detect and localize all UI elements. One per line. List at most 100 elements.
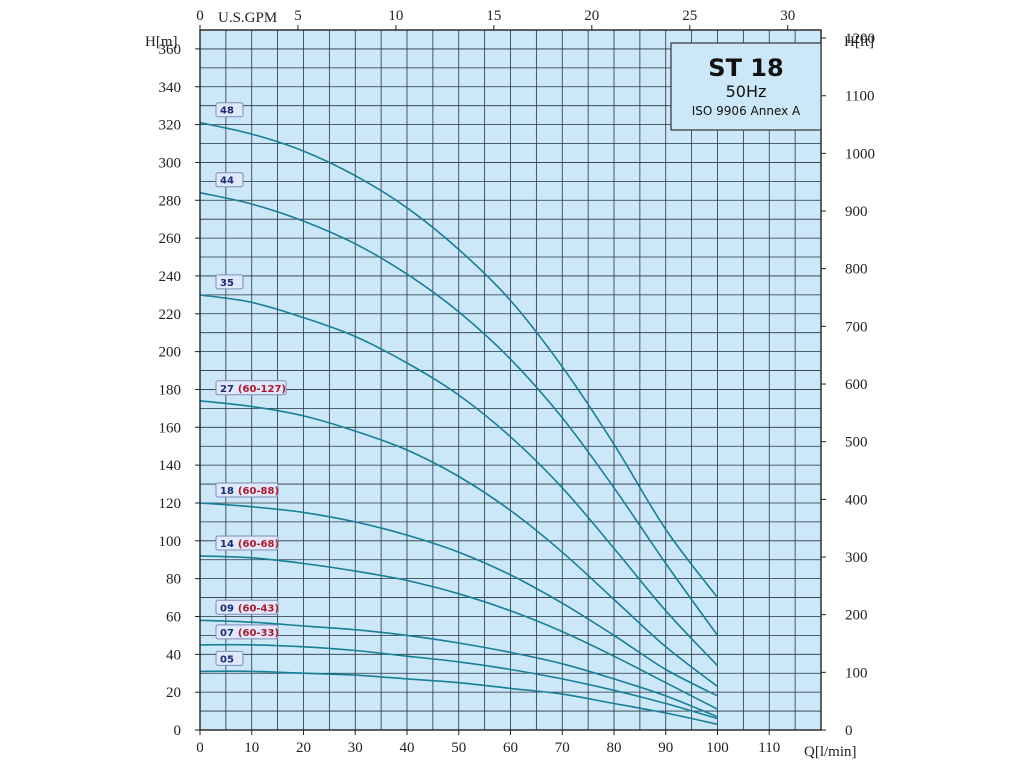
x-bottom-tick-label: 20 xyxy=(296,740,311,756)
axis-ticks: 0 10 20 30 40 50 60 70 80 90 100 1100 5 10 15 20 25 30020… xyxy=(159,8,876,756)
y-left-tick-label: 100 xyxy=(159,534,182,550)
curve-label-range: (60-88) xyxy=(238,486,279,497)
x-bottom-axis-title: Q[l/min] xyxy=(804,744,857,760)
curve-label-44: 44 xyxy=(215,172,244,188)
curve-label-range: (60-43) xyxy=(238,603,279,614)
curve-label-range: (60-33) xyxy=(238,628,279,639)
curve-label-35: 35 xyxy=(215,274,244,290)
y-left-tick-label: 340 xyxy=(159,80,182,96)
y-right-tick-label: 0 xyxy=(845,723,853,739)
y-right-axis-title: H[ft] xyxy=(844,34,874,50)
y-left-tick-label: 240 xyxy=(159,269,182,285)
curve-label-box xyxy=(215,482,279,498)
curve-label-box xyxy=(215,624,279,640)
curve-label-box xyxy=(215,274,244,290)
y-right-tick-label: 400 xyxy=(845,492,868,508)
x-bottom-tick-label: 110 xyxy=(758,740,780,756)
y-right-tick-label: 600 xyxy=(845,377,868,393)
curve-labels: 48 44 35 27 (60-127) 18 (60-88) 14 (60-68) 09 (60-… xyxy=(215,102,287,666)
curve-label-stage-count: 35 xyxy=(220,278,234,289)
performance-curves xyxy=(199,121,719,726)
curve-label-stage-count: 09 xyxy=(220,603,234,614)
curve-label-text: 35 xyxy=(220,278,234,289)
curve-label-stage-count: 18 xyxy=(220,486,234,497)
curve-label-text: 05 xyxy=(220,654,234,665)
x-bottom-tick-label: 0 xyxy=(196,740,204,756)
x-top-tick-label: 25 xyxy=(682,8,697,24)
y-left-tick-label: 40 xyxy=(166,647,181,663)
x-bottom-tick-label: 30 xyxy=(348,740,363,756)
y-left-tick-label: 140 xyxy=(159,458,182,474)
y-left-tick-label: 360 xyxy=(159,42,182,58)
x-bottom-tick-label: 90 xyxy=(658,740,673,756)
curve-label-range: (60-127) xyxy=(238,384,286,395)
x-top-tick-label: 5 xyxy=(294,8,302,24)
curve-series-27 xyxy=(199,400,718,688)
curve-label-18: 18 (60-88) xyxy=(215,482,279,498)
curve-series-44 xyxy=(199,191,719,636)
curve-label-text: 07 (60-33) xyxy=(220,628,279,639)
y-right-tick-label: 800 xyxy=(845,262,868,278)
x-bottom-tick-label: 80 xyxy=(607,740,622,756)
y-left-axis-title: H[m] xyxy=(145,34,178,50)
curve-label-07: 07 (60-33) xyxy=(215,624,279,640)
y-left-tick-label: 60 xyxy=(166,609,181,625)
curve-label-stage-count: 27 xyxy=(220,384,234,395)
curve-label-stage-count: 44 xyxy=(220,176,234,187)
y-left-tick-label: 280 xyxy=(159,193,182,209)
curve-label-stage-count: 48 xyxy=(220,106,234,117)
curve-label-stage-count: 05 xyxy=(220,654,234,665)
y-right-tick-label: 200 xyxy=(845,608,868,624)
curve-label-27: 27 (60-127) xyxy=(215,380,287,396)
y-right-tick-label: 100 xyxy=(845,665,868,681)
y-left-tick-label: 160 xyxy=(159,420,182,436)
y-right-tick-label: 1000 xyxy=(845,146,875,162)
y-right-tick-label: 700 xyxy=(845,319,868,335)
y-left-tick-label: 80 xyxy=(166,572,181,588)
x-bottom-tick-label: 70 xyxy=(555,740,570,756)
curve-label-box xyxy=(215,380,287,396)
curve-label-box xyxy=(215,650,244,666)
curve-label-box xyxy=(215,102,244,118)
title-box: ST 18 50Hz ISO 9906 Annex A xyxy=(670,42,822,131)
y-right-tick-label: 900 xyxy=(845,204,868,220)
curve-series-05 xyxy=(199,670,718,726)
curve-label-range: (60-68) xyxy=(238,539,279,550)
x-top-tick-label: 20 xyxy=(584,8,599,24)
curve-label-box xyxy=(215,172,244,188)
x-bottom-tick-label: 100 xyxy=(706,740,729,756)
curve-series-18 xyxy=(199,502,718,697)
x-bottom-tick-label: 50 xyxy=(451,740,466,756)
y-left-tick-label: 320 xyxy=(159,118,182,134)
chart-frequency: 50Hz xyxy=(726,82,767,101)
curve-series-14 xyxy=(199,555,718,710)
y-left-tick-label: 260 xyxy=(159,231,182,247)
curve-label-text: 09 (60-43) xyxy=(220,603,279,614)
x-top-tick-label: 10 xyxy=(388,8,403,24)
y-right-tick-label: 300 xyxy=(845,550,868,566)
y-left-tick-label: 300 xyxy=(159,155,182,171)
y-right-tick-label: 1100 xyxy=(845,89,874,105)
x-top-tick-label: 15 xyxy=(486,8,501,24)
y-left-tick-label: 200 xyxy=(159,345,182,361)
curve-series-09 xyxy=(199,619,718,718)
curve-label-09: 09 (60-43) xyxy=(215,599,279,615)
curve-series-48 xyxy=(199,121,719,599)
curve-label-14: 14 (60-68) xyxy=(215,535,279,551)
curve-label-box xyxy=(215,535,279,551)
chart-standard: ISO 9906 Annex A xyxy=(692,104,801,118)
curve-label-48: 48 xyxy=(215,102,244,118)
curve-series-35 xyxy=(199,294,719,667)
x-top-tick-label: 30 xyxy=(780,8,795,24)
x-bottom-tick-label: 40 xyxy=(400,740,415,756)
curve-label-stage-count: 07 xyxy=(220,628,234,639)
curve-series-07 xyxy=(199,643,718,720)
curve-label-box xyxy=(215,599,279,615)
y-left-tick-label: 0 xyxy=(174,723,182,739)
y-left-tick-label: 180 xyxy=(159,382,182,398)
curve-label-text: 44 xyxy=(220,176,234,187)
y-left-tick-label: 220 xyxy=(159,307,182,323)
y-right-tick-label: 500 xyxy=(845,435,868,451)
curve-label-text: 27 (60-127) xyxy=(220,384,286,395)
